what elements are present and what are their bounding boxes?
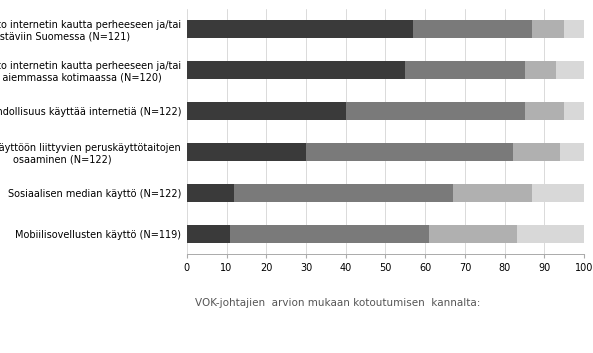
Bar (556, 61, 584, 79)
Bar (524, 61, 556, 79)
Bar (187, 20, 413, 38)
Text: VOK-johtajien  arvion mukaan kotoutumisen  kannalta:: VOK-johtajien arvion mukaan kotoutumisen… (195, 298, 481, 308)
Bar (533, 20, 565, 38)
Bar (187, 184, 234, 202)
Bar (405, 61, 524, 79)
Bar (187, 61, 405, 79)
Bar (429, 225, 517, 243)
Bar (187, 225, 231, 243)
Bar (346, 102, 524, 120)
Bar (187, 143, 306, 161)
Bar (306, 143, 512, 161)
Bar (533, 184, 584, 202)
Bar (234, 184, 453, 202)
Bar (524, 102, 564, 120)
Bar (187, 102, 346, 120)
Bar (564, 102, 584, 120)
Bar (231, 225, 429, 243)
Bar (517, 225, 584, 243)
Bar (564, 20, 584, 38)
Bar (453, 184, 533, 202)
Bar (560, 143, 584, 161)
Bar (512, 143, 560, 161)
Bar (413, 20, 533, 38)
